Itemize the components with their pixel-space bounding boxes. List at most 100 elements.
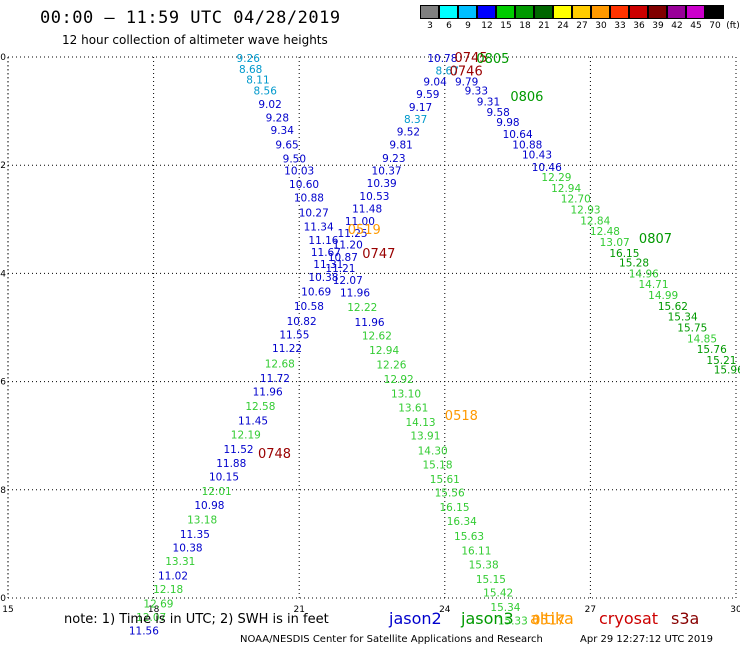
color-scale-swatch: [686, 5, 705, 19]
color-scale-swatch: [667, 5, 686, 19]
swh-value-label: 10.87: [328, 252, 358, 264]
swh-value-label: 10.53: [359, 191, 389, 203]
color-scale-swatch: [572, 5, 591, 19]
swh-value-label: 12.18: [153, 584, 183, 596]
swh-value-label: 10.60: [289, 179, 319, 191]
swh-value-label: 11.96: [340, 287, 370, 299]
color-scale-swatch: [534, 5, 553, 19]
swh-value-label: 12.94: [369, 345, 399, 357]
color-scale-swatch: [629, 5, 648, 19]
swh-value-label: 15.15: [476, 574, 506, 586]
swh-value-label: 8.11: [246, 75, 269, 87]
swh-value-label: 9.59: [416, 89, 439, 101]
swh-value-label: 15.96: [714, 365, 740, 377]
swh-value-label: 9.50: [283, 154, 306, 166]
swh-value-label: 9.58: [486, 107, 509, 119]
swh-value-label: 10.88: [512, 140, 542, 152]
swh-value-label: 11.67: [311, 247, 341, 259]
swh-value-label: 11.16: [308, 235, 338, 247]
color-scale-label: 42: [671, 21, 683, 31]
swh-value-label: 9.33: [465, 86, 488, 98]
swh-value-label: 12.62: [362, 331, 392, 343]
swh-value-label: 15.34: [490, 602, 520, 614]
swh-value-label: 12.07: [333, 275, 363, 287]
swh-value-label: 9.79: [455, 76, 478, 88]
swh-value-label: 15.33: [498, 616, 528, 628]
swh-value-label: 9.28: [266, 113, 289, 125]
swh-value-label: 10.03: [284, 166, 314, 178]
lon-tick-label: 30: [730, 605, 740, 615]
swh-value-label: 11.56: [129, 625, 159, 637]
swh-value-label: 12.07: [136, 612, 166, 624]
swh-value-label: 11.96: [253, 386, 283, 398]
swh-value-label: 12.92: [384, 374, 414, 386]
swh-value-label: 10.69: [301, 286, 331, 298]
credit-line: NOAA/NESDIS Center for Satellite Applica…: [240, 634, 543, 645]
swh-value-label: 14.85: [687, 333, 717, 345]
swh-value-label: 9.04: [423, 76, 447, 88]
lat-tick-label: -58: [0, 486, 6, 496]
color-scale-label: 21: [538, 21, 550, 31]
swh-value-label: 9.81: [389, 140, 412, 152]
color-scale-label: 39: [652, 21, 664, 31]
swh-value-label: 12.93: [571, 205, 601, 217]
swh-value-label: 14.30: [418, 445, 448, 457]
color-scale-swatch: [591, 5, 610, 19]
color-scale-label: 70: [709, 21, 721, 31]
swh-value-label: 14.96: [629, 268, 659, 280]
color-scale-label: 15: [500, 21, 512, 31]
color-scale-swatch: [439, 5, 458, 19]
pass-time-label: 0746: [450, 65, 483, 80]
swh-value-label: 15.34: [668, 312, 698, 324]
color-scale-swatch: [648, 5, 667, 19]
swh-value-label: 12.84: [580, 215, 610, 227]
swh-value-label: 11.45: [238, 416, 268, 428]
swh-value-label: 9.02: [258, 99, 281, 111]
swh-value-label: 11.52: [224, 444, 254, 456]
swh-value-label: 15.61: [430, 474, 460, 486]
color-scale-swatch: [477, 5, 496, 19]
swh-value-label: 10.88: [294, 193, 324, 205]
swh-value-label: 16.15: [439, 502, 469, 514]
lon-tick-label: 21: [293, 605, 304, 615]
swh-value-label: 8.67: [436, 66, 459, 78]
swh-value-label: 10.58: [294, 301, 324, 313]
swh-value-label: 11.88: [216, 458, 246, 470]
swh-value-label: 11.02: [158, 570, 188, 582]
swh-value-label: 12.68: [265, 359, 295, 371]
swh-value-label: 11.34: [304, 221, 334, 233]
swh-value-label: 11.20: [333, 240, 363, 252]
swh-value-label: 13.07: [600, 237, 630, 249]
lon-tick-label: 15: [2, 605, 13, 615]
swh-value-label: 12.48: [590, 226, 620, 238]
swh-value-label: 15.21: [706, 355, 736, 367]
swh-value-label: 10.64: [503, 129, 533, 141]
swh-value-label: 9.65: [275, 140, 298, 152]
swh-value-label: 16.11: [461, 545, 491, 557]
mission-label-jason2: jason2: [389, 609, 442, 628]
color-scale-label: 3: [427, 21, 433, 31]
swh-labels: 9.268.688.118.569.02 9.289.34 9.65 9.5010.0…: [129, 53, 740, 637]
swh-value-label: 13.18: [187, 515, 217, 527]
page-subtitle: 12 hour collection of altimeter wave hei…: [62, 33, 328, 47]
swh-value-label: 16.15: [609, 248, 639, 260]
swh-value-label: 16.34: [447, 516, 477, 528]
swh-value-label: 13.10: [391, 389, 421, 401]
swh-value-label: 15.56: [435, 488, 465, 500]
page-title: 00:00 – 11:59 UTC 04/28/2019: [40, 8, 341, 28]
swh-value-label: 11.55: [279, 330, 309, 342]
swh-value-label: 11.00: [345, 216, 375, 228]
mission-label-s3a: s3a: [671, 609, 700, 628]
swh-value-label: 10.39: [367, 178, 397, 190]
lat-tick-label: -54: [0, 269, 6, 279]
color-scale-label: 24: [557, 21, 569, 31]
pass-time-label: 0747: [362, 247, 395, 262]
swh-value-label: 11.72: [260, 373, 290, 385]
swh-value-label: 12.94: [551, 183, 581, 195]
pass-time-label: 0517: [532, 614, 565, 629]
swh-value-label: 9.23: [382, 153, 405, 165]
swh-value-label: 8.56: [254, 86, 278, 98]
pass-time-label: 0807: [639, 232, 672, 247]
